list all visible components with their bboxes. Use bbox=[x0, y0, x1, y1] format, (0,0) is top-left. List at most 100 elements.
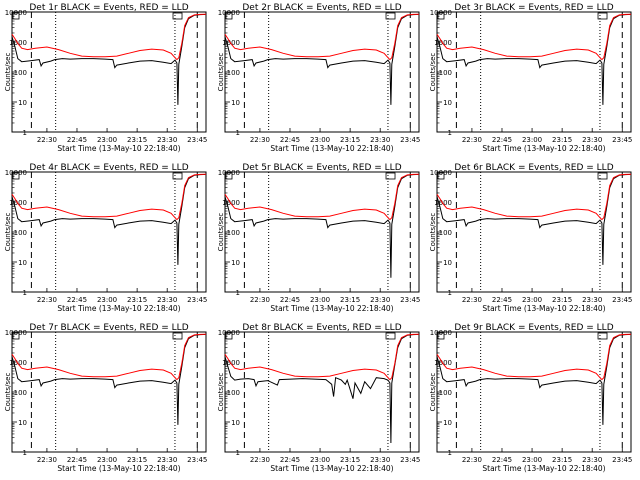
x-tick-label: 22:30 bbox=[250, 456, 270, 464]
corner-marker bbox=[172, 332, 183, 340]
corner-marker bbox=[385, 172, 396, 180]
panel-title: Det 7r BLACK = Events, RED = LLD bbox=[29, 323, 188, 333]
x-tick-label: 22:45 bbox=[492, 456, 512, 464]
x-tick-label: 23:15 bbox=[127, 456, 147, 464]
y-tick-label: 1 bbox=[23, 449, 27, 457]
x-tick-label: 22:45 bbox=[280, 456, 300, 464]
x-axis-label: Start Time (13-May-10 22:18:40) bbox=[270, 144, 393, 153]
x-tick-label: 22:30 bbox=[250, 136, 270, 144]
corner-marker bbox=[225, 12, 233, 20]
y-axis-label: Counts/sec bbox=[429, 373, 437, 412]
y-axis-label: Counts/sec bbox=[217, 53, 225, 92]
corner-marker bbox=[172, 172, 183, 180]
series-events-line bbox=[436, 173, 632, 265]
x-tick-label: 23:00 bbox=[310, 296, 330, 304]
panel-title: Det 3r BLACK = Events, RED = LLD bbox=[454, 3, 613, 13]
x-tick-label: 23:15 bbox=[127, 296, 147, 304]
x-tick-label: 23:45 bbox=[612, 456, 632, 464]
x-tick-label: 23:15 bbox=[340, 456, 360, 464]
x-tick-label: 22:45 bbox=[280, 136, 300, 144]
y-tick-label: 1 bbox=[23, 289, 27, 297]
y-tick-label: 1 bbox=[236, 449, 240, 457]
y-tick-label: 1 bbox=[448, 289, 452, 297]
y-axis-label: Counts/sec bbox=[4, 53, 12, 92]
panel-title: Det 4r BLACK = Events, RED = LLD bbox=[29, 163, 188, 173]
y-tick-label: 1 bbox=[23, 129, 27, 137]
y-tick-label: 10 bbox=[443, 99, 452, 107]
y-tick-label: 10 bbox=[18, 259, 27, 267]
x-axis-label: Start Time (13-May-10 22:18:40) bbox=[57, 464, 180, 473]
y-tick-label: 10 bbox=[18, 99, 27, 107]
panel-det-4: Det 4r BLACK = Events, RED = LLD Counts/s… bbox=[4, 163, 207, 313]
corner-marker bbox=[12, 332, 20, 340]
x-tick-label: 23:45 bbox=[187, 456, 207, 464]
x-tick-label: 22:30 bbox=[462, 456, 482, 464]
x-tick-label: 23:00 bbox=[310, 456, 330, 464]
x-tick-label: 23:00 bbox=[522, 296, 542, 304]
corner-marker bbox=[172, 12, 183, 20]
x-tick-label: 22:30 bbox=[37, 296, 57, 304]
x-tick-label: 23:15 bbox=[552, 296, 572, 304]
y-tick-label: 1 bbox=[236, 129, 240, 137]
panel-det-1: Det 1r BLACK = Events, RED = LLD Counts/s… bbox=[4, 3, 207, 153]
panel-title: Det 6r BLACK = Events, RED = LLD bbox=[454, 163, 613, 173]
panel-title: Det 8r BLACK = Events, RED = LLD bbox=[242, 323, 401, 333]
corner-marker bbox=[12, 12, 20, 20]
series-lld-line bbox=[436, 333, 632, 381]
x-tick-label: 22:30 bbox=[462, 136, 482, 144]
corner-marker bbox=[12, 172, 20, 180]
corner-marker bbox=[597, 172, 608, 180]
y-tick-label: 1 bbox=[448, 129, 452, 137]
corner-marker bbox=[597, 12, 608, 20]
series-lld-line bbox=[224, 333, 420, 381]
y-axis-label: Counts/sec bbox=[429, 213, 437, 252]
y-tick-label: 100 bbox=[14, 229, 27, 237]
panel-det-3: Det 3r BLACK = Events, RED = LLD Counts/s… bbox=[429, 3, 632, 153]
series-lld-line bbox=[11, 333, 207, 381]
y-tick-label: 10 bbox=[443, 419, 452, 427]
x-tick-label: 22:45 bbox=[280, 296, 300, 304]
y-tick-label: 100 bbox=[14, 389, 27, 397]
y-tick-label: 1 bbox=[448, 449, 452, 457]
x-tick-label: 22:30 bbox=[37, 456, 57, 464]
x-axis-label: Start Time (13-May-10 22:18:40) bbox=[57, 144, 180, 153]
series-events-line bbox=[11, 173, 207, 265]
y-tick-label: 10 bbox=[18, 419, 27, 427]
panel-det-5: Det 5r BLACK = Events, RED = LLD Counts/s… bbox=[217, 163, 420, 313]
panel-det-9: Det 9r BLACK = Events, RED = LLD Counts/s… bbox=[429, 323, 632, 473]
x-tick-label: 23:00 bbox=[97, 136, 117, 144]
x-tick-label: 22:45 bbox=[67, 136, 87, 144]
corner-marker bbox=[385, 332, 396, 340]
y-axis-label: Counts/sec bbox=[4, 373, 12, 412]
x-tick-label: 23:30 bbox=[157, 456, 177, 464]
y-axis-label: Counts/sec bbox=[4, 213, 12, 252]
x-tick-label: 23:30 bbox=[157, 136, 177, 144]
panel-det-2: Det 2r BLACK = Events, RED = LLD Counts/s… bbox=[217, 3, 420, 153]
x-tick-label: 23:30 bbox=[582, 296, 602, 304]
series-lld-line bbox=[436, 173, 632, 221]
x-tick-label: 23:45 bbox=[612, 296, 632, 304]
y-tick-label: 100 bbox=[439, 229, 452, 237]
y-tick-label: 1 bbox=[236, 289, 240, 297]
x-tick-label: 23:00 bbox=[522, 136, 542, 144]
panel-title: Det 2r BLACK = Events, RED = LLD bbox=[242, 3, 401, 13]
x-tick-label: 23:15 bbox=[340, 136, 360, 144]
x-tick-label: 23:45 bbox=[187, 136, 207, 144]
series-events-line bbox=[436, 13, 632, 105]
series-lld-line bbox=[224, 13, 420, 61]
series-lld-line bbox=[11, 173, 207, 221]
panel-title: Det 1r BLACK = Events, RED = LLD bbox=[29, 3, 188, 13]
series-events-line bbox=[11, 333, 207, 425]
series-events-line bbox=[11, 13, 207, 105]
y-tick-label: 100 bbox=[227, 389, 240, 397]
series-events-line bbox=[436, 333, 632, 425]
x-tick-label: 23:45 bbox=[400, 296, 420, 304]
x-tick-label: 23:30 bbox=[370, 136, 390, 144]
x-tick-label: 22:30 bbox=[462, 296, 482, 304]
x-tick-label: 22:45 bbox=[492, 136, 512, 144]
x-axis-label: Start Time (13-May-10 22:18:40) bbox=[270, 304, 393, 313]
corner-marker bbox=[437, 332, 445, 340]
x-tick-label: 23:30 bbox=[157, 296, 177, 304]
x-tick-label: 23:15 bbox=[127, 136, 147, 144]
corner-marker bbox=[225, 172, 233, 180]
